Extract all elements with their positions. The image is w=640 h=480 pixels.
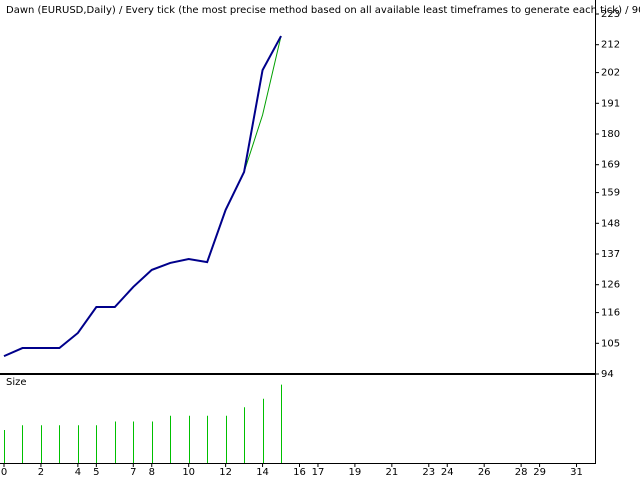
y-tick-label: 159 <box>601 188 620 199</box>
y-tick-label: 126 <box>601 280 620 291</box>
y-tick-label: 180 <box>601 129 620 140</box>
chart-title: Dawn (EURUSD,Daily) / Every tick (the mo… <box>6 5 640 16</box>
y-tick-label: 148 <box>601 218 620 229</box>
x-tick-label: 31 <box>570 467 583 478</box>
x-tick-label: 2 <box>38 467 44 478</box>
x-tick-label: 29 <box>533 467 546 478</box>
x-tick-label: 5 <box>93 467 99 478</box>
x-tick-label: 17 <box>312 467 325 478</box>
x-tick-label: 24 <box>441 467 454 478</box>
y-tick-label: 137 <box>601 249 620 260</box>
y-tick-label: 202 <box>601 68 620 79</box>
y-tick-label: 212 <box>601 40 620 51</box>
x-tick-label: 23 <box>422 467 435 478</box>
x-tick-label: 19 <box>349 467 362 478</box>
y-tick-label: 105 <box>601 338 620 349</box>
y-tick-label: 169 <box>601 160 620 171</box>
x-tick-label: 14 <box>256 467 269 478</box>
y-tick-label: 191 <box>601 98 620 109</box>
x-tick-label: 4 <box>75 467 81 478</box>
x-tick-label: 10 <box>182 467 195 478</box>
y-tick-label: 223 <box>601 9 620 20</box>
x-tick-label: 7 <box>130 467 136 478</box>
x-tick-label: 16 <box>293 467 306 478</box>
subchart-title: Size <box>6 377 27 388</box>
series-line <box>3 35 282 358</box>
y-tick-label: 116 <box>601 308 620 319</box>
y-tick-label: 94 <box>601 369 614 380</box>
x-tick-label: 21 <box>385 467 398 478</box>
x-tick-label: 0 <box>1 467 7 478</box>
x-tick-label: 12 <box>219 467 232 478</box>
x-tick-label: 8 <box>149 467 155 478</box>
x-tick-label: 28 <box>515 467 528 478</box>
x-tick-label: 26 <box>478 467 491 478</box>
